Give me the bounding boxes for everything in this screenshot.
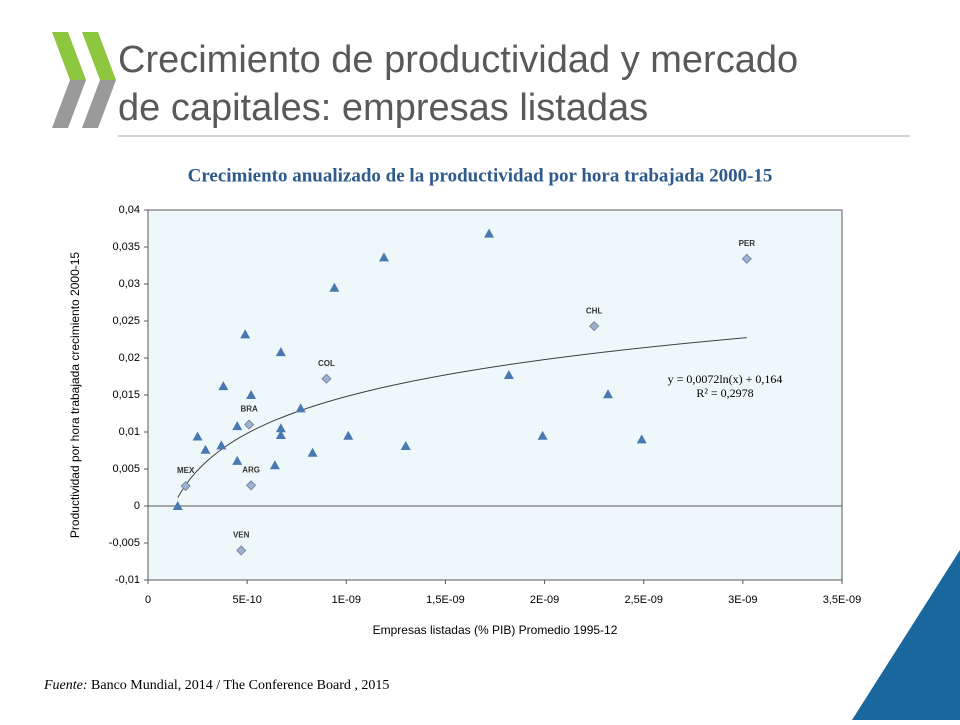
point xyxy=(636,434,647,444)
point xyxy=(503,370,514,380)
point xyxy=(236,545,247,556)
y-tick-label: 0,01 xyxy=(119,426,140,438)
plot-area xyxy=(147,209,843,581)
point xyxy=(218,381,229,391)
y-tick-label: 0,005 xyxy=(112,463,140,475)
x-tick-label: 1E-09 xyxy=(332,594,361,606)
point xyxy=(603,389,614,399)
point xyxy=(400,441,411,451)
point xyxy=(180,480,191,492)
point-label: CHL xyxy=(586,306,603,315)
point xyxy=(192,431,203,441)
y-axis-label: Productividad por hora trabajada crecimi… xyxy=(68,252,82,538)
slide-title: Crecimiento de productividad y mercado xyxy=(118,39,798,81)
point xyxy=(246,390,257,399)
point xyxy=(741,253,752,264)
point xyxy=(329,282,340,292)
y-tick-label: 0,02 xyxy=(119,352,140,364)
point xyxy=(244,419,255,430)
point xyxy=(343,430,354,440)
chart-title: Crecimiento anualizado de la productivid… xyxy=(188,165,773,186)
point-label: MEX xyxy=(177,466,195,475)
logo xyxy=(52,32,116,128)
trendline xyxy=(177,337,747,498)
x-tick-label: 0 xyxy=(145,594,151,606)
x-tick-label: 5E-10 xyxy=(232,594,261,606)
y-tick-label: 0,03 xyxy=(119,278,140,290)
point xyxy=(378,252,389,262)
point xyxy=(269,460,280,470)
point-label: COL xyxy=(318,359,335,368)
y-tick-label: -0,005 xyxy=(109,537,140,549)
point xyxy=(307,447,318,457)
corner-decoration xyxy=(852,550,960,720)
y-tick-label: 0,04 xyxy=(119,204,140,216)
point xyxy=(275,423,286,433)
logo-chevron xyxy=(82,32,116,80)
x-tick-label: 3,5E-09 xyxy=(823,594,862,606)
point xyxy=(295,403,306,413)
source-prefix: Fuente: xyxy=(43,678,88,693)
point xyxy=(232,455,243,465)
y-tick-label: 0 xyxy=(134,500,140,512)
point xyxy=(589,321,600,332)
x-axis-label: Empresas listadas (% PIB) Promedio 1995-… xyxy=(373,623,618,637)
x-tick-label: 2E-09 xyxy=(530,594,559,606)
point-label: VEN xyxy=(233,531,250,540)
point xyxy=(275,347,286,357)
x-tick-label: 3E-09 xyxy=(728,594,757,606)
point xyxy=(321,373,332,384)
slide-title: de capitales: empresas listadas xyxy=(118,87,648,129)
point xyxy=(240,329,251,339)
y-tick-label: 0,025 xyxy=(112,315,140,327)
y-tick-label: 0,015 xyxy=(112,389,140,401)
source-text: Banco Mundial, 2014 / The Conference Boa… xyxy=(91,678,389,693)
point xyxy=(216,440,227,450)
logo-chevron xyxy=(52,80,86,128)
point xyxy=(537,430,548,440)
point-label: PER xyxy=(739,239,756,248)
trendline-equation: y = 0,0072ln(x) + 0,164 xyxy=(668,372,783,386)
source: Fuente: Banco Mundial, 2014 / The Confer… xyxy=(43,678,389,693)
x-tick-label: 1,5E-09 xyxy=(426,594,465,606)
point xyxy=(200,444,211,454)
logo-chevron xyxy=(52,32,86,80)
x-tick-label: 2,5E-09 xyxy=(624,594,663,606)
point-label: BRA xyxy=(240,405,258,414)
point xyxy=(172,501,183,510)
y-tick-label: -0,01 xyxy=(115,574,140,586)
point-label: ARG xyxy=(242,465,260,474)
point xyxy=(246,480,257,491)
y-tick-label: 0,035 xyxy=(112,241,140,253)
trendline-r2: R² = 0,2978 xyxy=(696,386,753,400)
point xyxy=(232,421,243,431)
logo-chevron xyxy=(82,80,116,128)
point xyxy=(275,429,286,439)
point xyxy=(484,228,495,238)
